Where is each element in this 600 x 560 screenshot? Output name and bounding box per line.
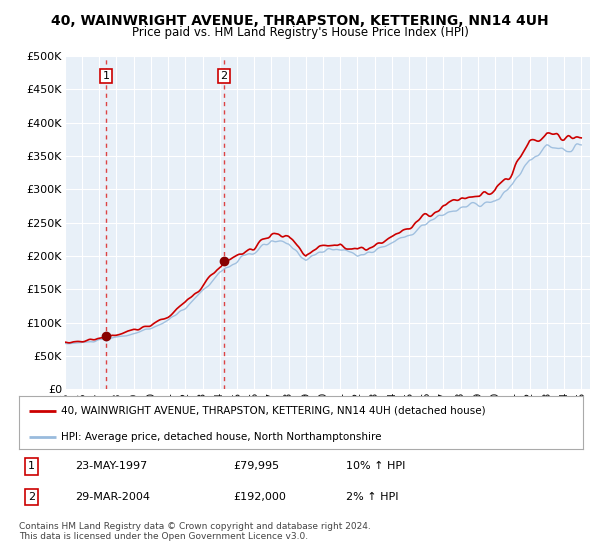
Text: £192,000: £192,000 (233, 492, 286, 502)
Text: 2: 2 (28, 492, 35, 502)
Text: 10% ↑ HPI: 10% ↑ HPI (346, 461, 406, 472)
Text: 2: 2 (220, 71, 227, 81)
Text: 23-MAY-1997: 23-MAY-1997 (76, 461, 148, 472)
Text: HPI: Average price, detached house, North Northamptonshire: HPI: Average price, detached house, Nort… (61, 432, 382, 442)
Text: £79,995: £79,995 (233, 461, 280, 472)
Text: 29-MAR-2004: 29-MAR-2004 (76, 492, 151, 502)
Text: 40, WAINWRIGHT AVENUE, THRAPSTON, KETTERING, NN14 4UH: 40, WAINWRIGHT AVENUE, THRAPSTON, KETTER… (51, 14, 549, 28)
Text: Contains HM Land Registry data © Crown copyright and database right 2024.
This d: Contains HM Land Registry data © Crown c… (19, 522, 371, 542)
Text: Price paid vs. HM Land Registry's House Price Index (HPI): Price paid vs. HM Land Registry's House … (131, 26, 469, 39)
Text: 1: 1 (28, 461, 35, 472)
Text: 2% ↑ HPI: 2% ↑ HPI (346, 492, 399, 502)
Text: 1: 1 (103, 71, 109, 81)
Text: 40, WAINWRIGHT AVENUE, THRAPSTON, KETTERING, NN14 4UH (detached house): 40, WAINWRIGHT AVENUE, THRAPSTON, KETTER… (61, 406, 486, 416)
